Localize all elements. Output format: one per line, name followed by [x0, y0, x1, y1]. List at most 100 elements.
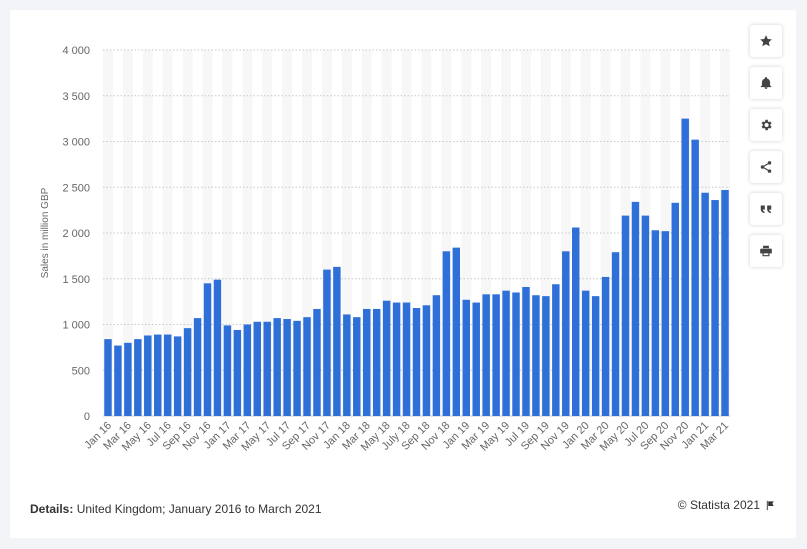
bar[interactable] — [472, 302, 480, 416]
bar[interactable] — [721, 189, 729, 416]
column-band — [481, 50, 492, 416]
bar[interactable] — [412, 308, 421, 416]
copyright: © Statista 2021 — [678, 498, 776, 512]
bar[interactable] — [293, 320, 301, 416]
bar[interactable] — [681, 118, 689, 416]
bar[interactable] — [492, 294, 500, 416]
bar[interactable] — [621, 215, 630, 416]
bar[interactable] — [462, 299, 470, 416]
bar[interactable] — [243, 324, 252, 417]
star-icon — [760, 35, 772, 47]
bar[interactable] — [512, 292, 520, 416]
column-band — [321, 50, 332, 416]
gear-icon — [761, 119, 772, 131]
bar[interactable] — [163, 334, 172, 416]
bar[interactable] — [154, 334, 162, 416]
y-tick-label: 0 — [84, 411, 90, 423]
bar[interactable] — [193, 318, 202, 416]
y-tick-label: 500 — [72, 365, 90, 377]
bar[interactable] — [591, 296, 600, 416]
bar[interactable] — [661, 231, 670, 416]
bar[interactable] — [542, 296, 550, 416]
bar[interactable] — [572, 227, 580, 416]
bar[interactable] — [651, 230, 660, 416]
column-band — [162, 50, 173, 416]
column-band — [580, 50, 591, 416]
favorite-button[interactable] — [750, 25, 782, 57]
column-band — [600, 50, 611, 416]
bar[interactable] — [502, 290, 510, 416]
y-axis-title: Sales in million GBP — [40, 187, 51, 278]
column-band — [222, 50, 233, 416]
bar[interactable] — [631, 201, 640, 416]
bar[interactable] — [601, 276, 610, 416]
settings-button[interactable] — [750, 109, 782, 141]
bar[interactable] — [283, 319, 291, 416]
bar[interactable] — [104, 339, 112, 416]
y-tick-label: 3 500 — [62, 91, 90, 103]
bar[interactable] — [363, 308, 371, 416]
bar[interactable] — [422, 305, 431, 416]
share-button[interactable] — [750, 151, 782, 183]
bar[interactable] — [552, 284, 560, 416]
bar[interactable] — [223, 325, 232, 416]
bar[interactable] — [323, 269, 331, 416]
copyright-text[interactable]: © Statista 2021 — [677, 498, 760, 512]
toolbar — [750, 25, 782, 277]
bar[interactable] — [114, 345, 122, 416]
bar[interactable] — [382, 300, 391, 416]
bar[interactable] — [144, 335, 152, 416]
share-icon — [760, 161, 772, 173]
cite-button[interactable] — [750, 193, 782, 225]
bar[interactable] — [611, 252, 620, 416]
bar[interactable] — [671, 202, 679, 416]
bar[interactable] — [532, 295, 540, 416]
bar[interactable] — [402, 302, 411, 416]
bar[interactable] — [701, 192, 709, 416]
details-value: United Kingdom; January 2016 to March 20… — [76, 502, 322, 516]
bar[interactable] — [641, 215, 650, 416]
y-tick-label: 2 000 — [62, 228, 90, 240]
bars — [104, 118, 729, 417]
bar[interactable] — [173, 336, 182, 416]
chart-card: 0 500 1 000 1 500 2 000 2 500 3 000 3 500 4 000 … — [10, 10, 796, 538]
y-tick-label: 3 000 — [62, 137, 90, 149]
column-band — [341, 50, 352, 416]
bar[interactable] — [273, 318, 281, 416]
bar[interactable] — [562, 251, 570, 416]
bar[interactable] — [213, 279, 222, 416]
bar[interactable] — [581, 290, 590, 416]
bar[interactable] — [452, 247, 461, 416]
bar[interactable] — [482, 294, 490, 416]
bar[interactable] — [253, 321, 261, 416]
bar[interactable] — [333, 266, 341, 416]
print-button[interactable] — [750, 235, 782, 267]
bar[interactable] — [263, 321, 271, 416]
flag-icon[interactable] — [765, 500, 776, 511]
bar[interactable] — [353, 317, 361, 416]
bar[interactable] — [372, 308, 381, 416]
bar[interactable] — [183, 328, 192, 416]
quote-icon — [760, 205, 772, 214]
notification-button[interactable] — [750, 67, 782, 99]
print-icon — [760, 245, 772, 257]
bar[interactable] — [233, 329, 242, 416]
column-band — [282, 50, 293, 416]
bar[interactable] — [432, 295, 441, 416]
bar[interactable] — [313, 308, 321, 416]
column-band — [540, 50, 551, 416]
bar[interactable] — [203, 283, 212, 416]
bar[interactable] — [711, 200, 719, 416]
bar[interactable] — [392, 302, 401, 416]
column-band — [142, 50, 153, 416]
bar[interactable] — [442, 251, 451, 416]
bar[interactable] — [303, 317, 311, 416]
bar[interactable] — [343, 314, 351, 416]
details-label: Details: — [30, 502, 74, 516]
bar[interactable] — [134, 339, 142, 416]
bar[interactable] — [522, 286, 530, 416]
bar[interactable] — [691, 139, 699, 417]
bar[interactable] — [124, 342, 132, 416]
